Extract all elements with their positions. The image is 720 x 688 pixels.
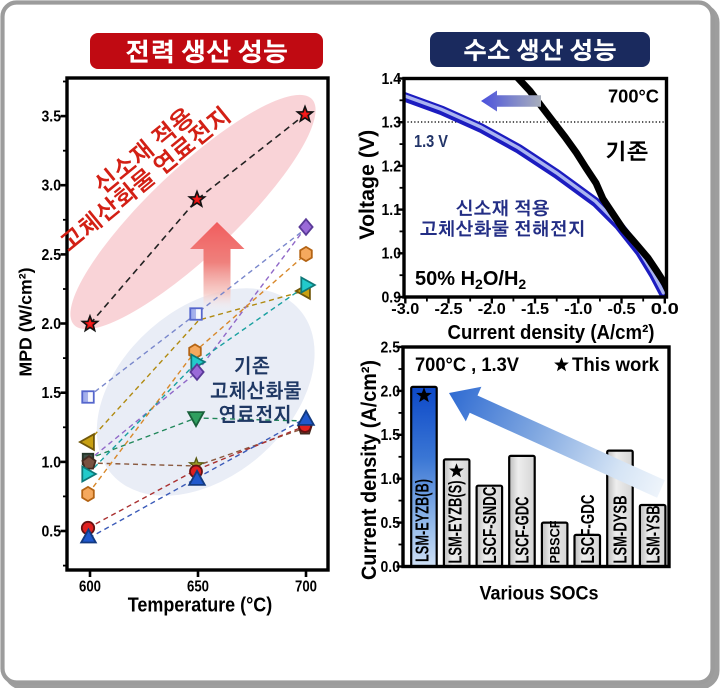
svg-text:3.0: 3.0 [42, 178, 62, 195]
svg-text:-3.0: -3.0 [391, 301, 419, 318]
svg-text:-0.5: -0.5 [608, 301, 636, 318]
svg-text:1.1: 1.1 [382, 202, 402, 219]
svg-text:1.4: 1.4 [382, 71, 402, 88]
svg-text:-2.0: -2.0 [478, 301, 506, 318]
svg-text:2.5: 2.5 [381, 339, 401, 356]
svg-text:LSM-DYSB: LSM-DYSB [611, 496, 631, 564]
svg-text:1.3: 1.3 [382, 115, 402, 132]
svg-text:1.2: 1.2 [382, 158, 402, 175]
svg-text:Various SOCs: Various SOCs [480, 583, 599, 605]
svg-text:LSCF-GDC: LSCF-GDC [578, 495, 598, 564]
svg-text:LSM-EYZB(B): LSM-EYZB(B) [413, 479, 433, 562]
svg-text:0.0: 0.0 [651, 301, 679, 318]
svg-text:Current density (A/cm²): Current density (A/cm²) [358, 360, 381, 580]
svg-text:0.5: 0.5 [381, 515, 401, 532]
svg-text:LSCF-GDC: LSCF-GDC [513, 497, 533, 564]
svg-text:PBSCF: PBSCF [548, 521, 563, 564]
svg-text:50% H2O/H2: 50% H2O/H2 [415, 268, 526, 292]
svg-text:Temperature (°C): Temperature (°C) [128, 594, 273, 617]
svg-text:600: 600 [79, 579, 101, 596]
svg-text:2.0: 2.0 [381, 383, 401, 400]
svg-text:2.0: 2.0 [42, 316, 62, 333]
svg-text:-2.5: -2.5 [435, 301, 463, 318]
svg-text:0.0: 0.0 [381, 559, 401, 576]
svg-text:2.5: 2.5 [42, 247, 62, 264]
svg-text:3.5: 3.5 [42, 109, 62, 126]
svg-text:This work: This work [572, 355, 659, 376]
svg-text:MPD (W/cm²): MPD (W/cm²) [16, 268, 36, 377]
svg-text:0.5: 0.5 [42, 523, 62, 540]
svg-text:650: 650 [187, 579, 209, 596]
svg-text:700: 700 [295, 579, 317, 596]
svg-text:1.0: 1.0 [382, 246, 402, 263]
svg-text:1.5: 1.5 [42, 385, 62, 402]
svg-text:-1.5: -1.5 [521, 301, 549, 318]
svg-text:1.0: 1.0 [42, 454, 62, 471]
svg-text:LSCF-SNDC: LSCF-SNDC [480, 487, 500, 564]
svg-text:Current density (A/cm²): Current density (A/cm²) [448, 321, 655, 344]
svg-text:-1.0: -1.0 [564, 301, 592, 318]
svg-text:700°C , 1.3V: 700°C , 1.3V [415, 355, 519, 376]
svg-text:700°C: 700°C [608, 87, 659, 107]
svg-text:0.9: 0.9 [382, 289, 402, 306]
svg-text:LSM-EYZB(S): LSM-EYZB(S) [445, 481, 465, 564]
svg-text:Voltage (V): Voltage (V) [356, 130, 379, 240]
svg-text:1.5: 1.5 [381, 427, 401, 444]
svg-text:1.0: 1.0 [381, 471, 401, 488]
svg-text:1.3 V: 1.3 V [414, 131, 448, 151]
svg-text:LSM-YSB: LSM-YSB [644, 505, 664, 563]
